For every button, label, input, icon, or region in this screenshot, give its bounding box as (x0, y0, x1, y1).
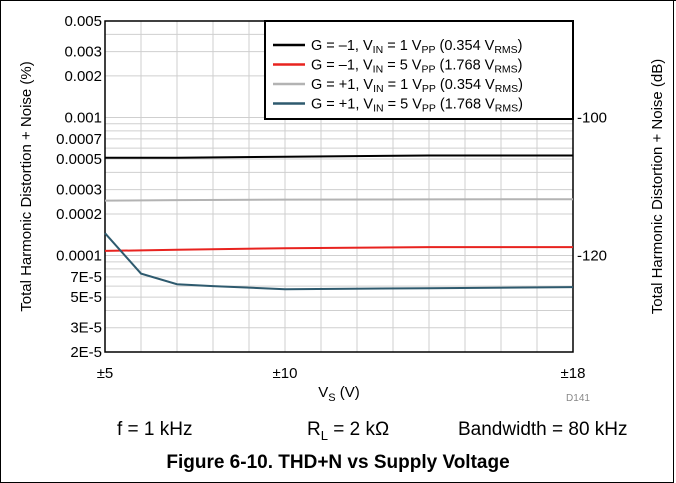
condition-load-value: = 2 kΩ (327, 419, 390, 440)
series-line-3 (104, 198, 574, 202)
condition-load: RL = 2 kΩ (307, 419, 389, 443)
y-tick-label-left: 0.0007 (56, 131, 102, 148)
x-tick-label: ±5 (97, 365, 114, 382)
y-tick-label-left: 0.002 (64, 68, 102, 85)
y-tick-label-right: -100 (577, 109, 607, 126)
legend-box (264, 20, 574, 120)
legend-text-part: ) (518, 38, 523, 54)
legend-subscript: PP (422, 83, 436, 95)
legend-text-part: (1.768 V (435, 58, 494, 74)
y-tick-label-left: 5E-5 (70, 289, 102, 306)
legend-text-part: (0.354 V (435, 38, 494, 54)
y-tick-label-left: 7E-5 (70, 269, 102, 286)
legend-subscript: IN (373, 83, 384, 95)
legend-subscript: IN (373, 103, 384, 115)
y-tick-label-left: 0.0001 (56, 248, 102, 265)
y-tick-label-left: 0.0005 (56, 151, 102, 168)
legend-text-part: = 5 V (384, 97, 423, 113)
x-tick-label: ±18 (561, 365, 586, 382)
series-layer (104, 154, 574, 291)
legend-subscript: PP (421, 44, 435, 56)
legend-label-1: G = –1, VIN = 1 VPP (0.354 VRMS) (311, 38, 523, 56)
legend-text-part: = 1 V (383, 38, 422, 54)
condition-load-sub: L (320, 427, 328, 443)
series-line-2 (104, 246, 573, 252)
figure-code: D141 (566, 393, 590, 404)
y-tick-label-left: 2E-5 (70, 344, 102, 361)
y-tick-label-right: -120 (577, 248, 607, 265)
y-tick-label-left: 3E-5 (70, 320, 102, 337)
legend-label-2: G = –1, VIN = 5 VPP (1.768 VRMS) (311, 58, 523, 76)
y-tick-label-left: 0.005 (64, 13, 102, 30)
legend-text-part: = 1 V (384, 77, 423, 93)
y-tick-label-left: 0.003 (64, 44, 102, 61)
legend-subscript: RMS (495, 83, 518, 95)
figure-frame-top (0, 0, 676, 1)
legend-text-part: G = –1, V (311, 58, 373, 74)
tick-labels: 0.005 0.003 0.002 0.001 0.0007 0.0005 0.0003 0.… (56, 13, 607, 382)
legend-subscript: IN (373, 64, 384, 76)
condition-load-main: R (307, 419, 321, 440)
series-line-4 (104, 232, 574, 291)
legend-label-4: G = +1, VIN = 5 VPP (1.768 VRMS) (311, 97, 523, 115)
legend-text-part: ) (518, 97, 523, 113)
legend-subscript: RMS (494, 44, 517, 56)
y-tick-label-left: 0.001 (64, 109, 102, 126)
x-tick-label: ±10 (273, 365, 298, 382)
legend: G = –1, VIN = 1 VPP (0.354 VRMS)G = –1, … (264, 20, 574, 120)
x-axis-title-sub: S (328, 392, 335, 404)
series-line-1 (105, 154, 573, 159)
legend-subscript: PP (421, 64, 435, 76)
legend-text-part: (0.354 V (436, 77, 495, 93)
figure-caption: Figure 6-10. THD+N vs Supply Voltage (166, 452, 510, 473)
legend-text-part: G = +1, V (311, 77, 373, 93)
legend-text-part: G = +1, V (311, 97, 373, 113)
legend-text-part: (1.768 V (436, 97, 495, 113)
y-axis-title-right: Total Harmonic Distortion + Noise (dB) (649, 59, 666, 315)
legend-subscript: RMS (494, 64, 517, 76)
condition-bandwidth: Bandwidth = 80 kHz (458, 419, 628, 440)
legend-text-part: ) (518, 77, 523, 93)
y-axis-title-left: Total Harmonic Distortion + Noise (%) (18, 61, 35, 312)
legend-subscript: IN (373, 44, 384, 56)
y-tick-label-left: 0.0002 (56, 206, 102, 223)
legend-text-part: G = –1, V (311, 38, 373, 54)
x-axis-title: VS (V) (318, 384, 360, 404)
condition-frequency: f = 1 kHz (117, 419, 193, 440)
x-axis-title-main: V (318, 384, 328, 401)
x-axis-title-unit: (V) (336, 384, 360, 401)
legend-subscript: PP (422, 103, 436, 115)
legend-text-part: = 5 V (383, 58, 422, 74)
legend-text-part: ) (518, 58, 523, 74)
y-tick-label-left: 0.0003 (56, 182, 102, 199)
legend-subscript: RMS (495, 103, 518, 115)
legend-label-3: G = +1, VIN = 1 VPP (0.354 VRMS) (311, 77, 523, 95)
